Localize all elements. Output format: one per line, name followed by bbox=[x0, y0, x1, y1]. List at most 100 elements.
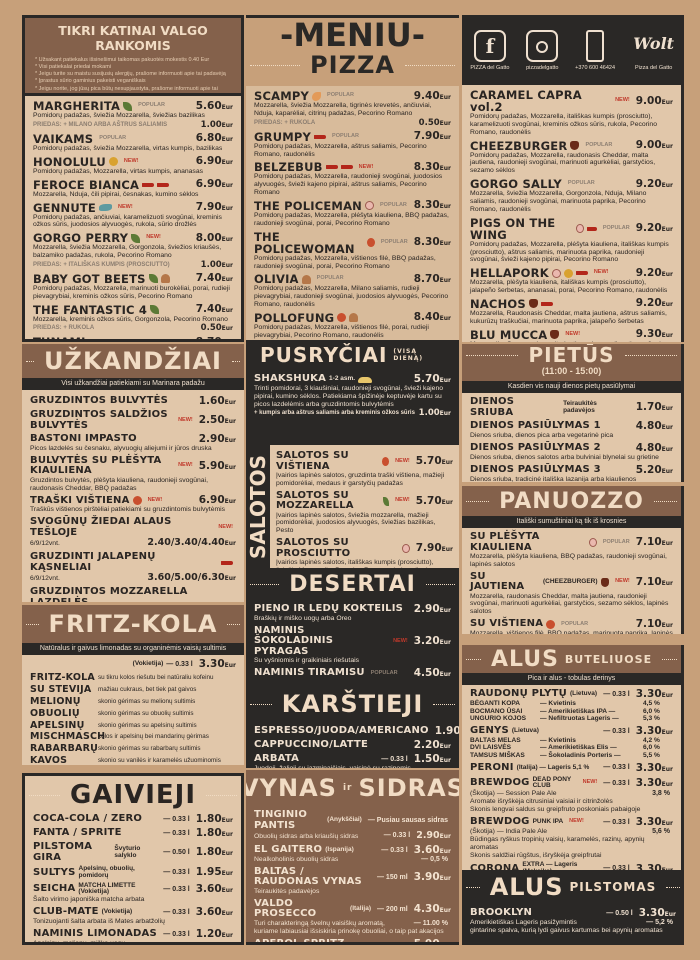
currency: Eur bbox=[221, 205, 233, 213]
price-value: 9.30 bbox=[635, 328, 662, 341]
description-text: Pomidorų padažas, Mozzarella, plėšyta ki… bbox=[470, 240, 669, 264]
currency: Eur bbox=[661, 226, 673, 234]
price-value: 3.30 bbox=[635, 688, 662, 700]
social-item[interactable]: +370 600 46424 bbox=[575, 29, 615, 71]
item-name: CAPPUCCINO/LATTE bbox=[254, 739, 369, 751]
item-header: NAMINIS TIRAMISU POPULAR 4.50Eur bbox=[254, 668, 451, 679]
menu-item: GRUMPY POPULAR 7.90Eur Pomidorų padažas, Mo… bbox=[254, 131, 451, 159]
currency: Eur bbox=[441, 546, 453, 554]
item-description: Trinti pomidorai, 3 kiaušiniai, raudonie… bbox=[254, 385, 451, 408]
price-value: 2.90 bbox=[198, 433, 225, 446]
intro-note: * Užsakant patiekalus išsinešimui taikom… bbox=[35, 57, 210, 63]
gaivieji-header: GAIVIEJI bbox=[25, 776, 241, 814]
currency: Eur bbox=[661, 692, 673, 699]
flavor-name: OBUOLIŲ bbox=[30, 707, 80, 719]
social-item[interactable]: f PIZZA del Gatto bbox=[470, 29, 509, 71]
description-text: Pomidorų padažas, Mozzarella, vištienos … bbox=[254, 254, 436, 270]
currency: Eur bbox=[661, 780, 673, 788]
popular-badge: POPULAR bbox=[327, 92, 354, 99]
flavor-description: skonio gėrimas su obuolių sultimis bbox=[98, 709, 194, 717]
price-value: 3.60 bbox=[413, 843, 440, 856]
item-name: GRUMPY bbox=[254, 129, 312, 144]
item-description: Mozzarella, Nduja, čili pipirai, česnaka… bbox=[33, 191, 233, 199]
item-volume: — 0.33 l bbox=[603, 764, 630, 772]
item-header: BELZEBUB NEW! 8.30Eur bbox=[254, 161, 451, 173]
chicken-icon bbox=[337, 313, 347, 323]
description-text: Pomidorų padažas, Mozzarella, vištienos … bbox=[254, 323, 429, 339]
price-value: 7.90 bbox=[195, 201, 222, 214]
menu-item: BULVYTĖS SU PLĖŠYTA KIAULIENA NEW! 5.90Eur… bbox=[30, 455, 236, 493]
description-text: Pomidorų padažas, Mozzarella, raudonasis… bbox=[470, 151, 656, 175]
currency: Eur bbox=[664, 911, 676, 918]
description-text: Braškių ir miško uogų arba Oreo bbox=[254, 615, 352, 623]
item-description: Įvairios lapinės salotos, šviežia mozzar… bbox=[276, 512, 453, 535]
menu-item: SHAKSHUKA 1-2 asm. 5.70Eur Trinti pomidorai… bbox=[254, 373, 451, 418]
item-volume: — 0.33 l bbox=[163, 930, 190, 938]
item-description: Skonis lengvai saldus su greipfruto posk… bbox=[470, 806, 673, 814]
salotos-side-label: SALOTOS bbox=[246, 445, 270, 568]
item-name: GENYS bbox=[470, 725, 509, 736]
price-value: 4.80 bbox=[635, 441, 662, 454]
menu-item: HELLAPORK NEW! 9.20Eur Mozzarella, plėšyta … bbox=[470, 267, 673, 295]
item-volume: — 0.33 l bbox=[603, 865, 630, 870]
currency: Eur bbox=[439, 671, 451, 679]
description-text: Įvairios lapinės salotos, gruzdinta traš… bbox=[276, 472, 445, 487]
item-price: 4.80Eur bbox=[636, 420, 673, 432]
item-header: DIENOS PASIŪLYMAS 1 4.80Eur bbox=[470, 420, 673, 432]
item-description: Mozzarella, plėšyta kiauliena, BBQ padaž… bbox=[470, 553, 673, 569]
pizza-title: PIZZA bbox=[310, 51, 395, 79]
social-item[interactable]: pizzadelgatto bbox=[526, 29, 559, 71]
currency: Eur bbox=[439, 203, 451, 211]
price-value: 5.90 bbox=[413, 937, 440, 945]
flavor-description: kolos ir apelsinų bei mandarinų gėrimas bbox=[98, 733, 209, 741]
item-price: 3.30Eur bbox=[635, 688, 673, 700]
item-volume: — 0.33 l bbox=[163, 869, 190, 877]
currency: Eur bbox=[662, 867, 673, 870]
price-value: 4.30 bbox=[413, 902, 440, 915]
price-value: 1.70 bbox=[635, 400, 662, 413]
item-price: 3.30Eur bbox=[635, 862, 673, 870]
price-value: 1.80 bbox=[195, 813, 222, 825]
item-description: Juodoji, žalioji su jazminaičiais, vaisi… bbox=[254, 765, 451, 768]
price-value: 3.30 bbox=[635, 862, 662, 870]
currency: Eur bbox=[224, 540, 236, 548]
item-price: 6.90Eur bbox=[196, 179, 233, 190]
item-description: Dienos sriuba, dienos salotos arba bulvi… bbox=[470, 454, 673, 462]
item-price: 2.90Eur bbox=[414, 603, 451, 615]
price-value: 1.50 bbox=[413, 753, 440, 766]
item-price: 7.90Eur bbox=[196, 202, 233, 213]
item-name: TRAŠKI VIŠTIENA bbox=[30, 494, 130, 506]
popular-badge: POPULAR bbox=[602, 538, 630, 545]
item-price: 9.20Eur bbox=[636, 267, 673, 279]
menu-item: GENNUTE NEW! 7.90Eur Pomidorų padažas, anči… bbox=[33, 201, 233, 230]
item-volume: — 0,5 % bbox=[421, 855, 448, 863]
item-header: GENNUTE NEW! 7.90Eur bbox=[33, 201, 233, 213]
social-item[interactable]: Wolt Pizza del Gatto bbox=[632, 30, 676, 71]
price-value: 1.00 bbox=[200, 119, 222, 130]
variant-name: BOCMANO ŪSAI bbox=[470, 707, 523, 715]
item-name: BREWDOG bbox=[470, 816, 530, 828]
uzkandziai-section: UŽKANDŽIAI Visi užkandžiai patiekiami su… bbox=[22, 344, 244, 602]
description-text: Pomidorų padažas, Mozzarella, itališkas … bbox=[470, 113, 657, 136]
item-volume: — 0.33 l bbox=[381, 846, 408, 854]
item-name: THE POLICEWOMAN bbox=[254, 229, 355, 256]
description-text: 6/9/12vnt. bbox=[30, 574, 60, 582]
description-text: Pomidorų padažas, Mozzarella, aštrus sal… bbox=[254, 142, 427, 158]
item-price: 7.90Eur bbox=[414, 131, 451, 142]
item-header: NAMINIS LIMONADAS — 0.33 l 1.20Eur bbox=[33, 928, 233, 940]
item-header: TINGINIO PANTIS (Anykščiai) — Pusiau sausa… bbox=[254, 809, 451, 831]
item-price: 6.80Eur bbox=[196, 133, 233, 144]
item-name: SULTYS bbox=[33, 866, 76, 878]
phone-icon bbox=[586, 29, 605, 62]
currency: Eur bbox=[439, 743, 451, 751]
description-text: Įvairios lapinės salotos, itališkas kump… bbox=[276, 559, 434, 568]
item-description: 6/9/12vnt. 3.60/5.00/6.30Eur bbox=[30, 572, 236, 584]
item-price: 1.90Eur bbox=[435, 726, 459, 737]
currency: Eur bbox=[661, 332, 673, 340]
item-header: SULTYS Apelsinų, obuolių, pomidorų — 0.33 … bbox=[33, 865, 233, 880]
item-price: 0.50Eur bbox=[201, 323, 233, 333]
item-price: 0.50Eur bbox=[419, 118, 451, 128]
flavor-name: KAVOS bbox=[30, 755, 68, 765]
